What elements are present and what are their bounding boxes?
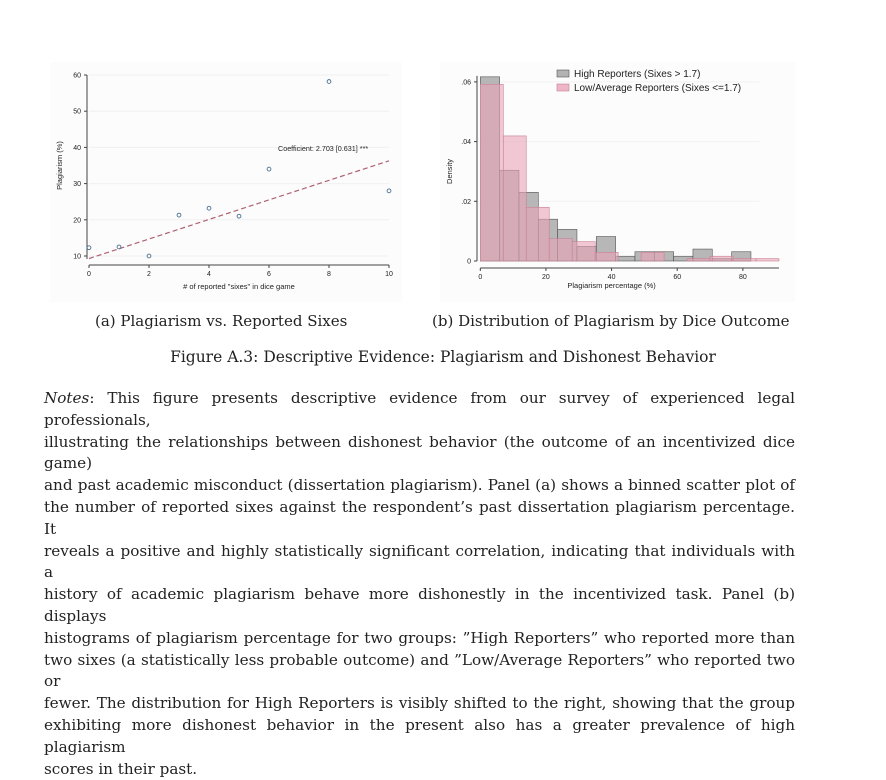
notes-line: exhibiting more dishonest behavior in th… <box>44 715 795 759</box>
notes-text: and past academic misconduct (dissertati… <box>44 476 795 495</box>
y-axis-label: Density <box>445 159 454 184</box>
notes-line: scores in their past. <box>44 759 795 780</box>
y-axis-label: Plagiarism (%) <box>55 141 64 190</box>
scatter-plot: 10 20 30 40 50 60 0 2 4 6 8 10 # of reported "sixes"… <box>55 73 393 292</box>
data-point <box>266 166 272 172</box>
notes-line: reveals a positive and highly statistica… <box>44 541 795 585</box>
bar-low-average <box>548 238 573 262</box>
y-tick-label: 30 <box>73 181 81 188</box>
x-tick-label: 60 <box>673 274 681 281</box>
notes-line: the number of reported sixes against the… <box>44 497 795 541</box>
figure-title: Figure A.3: Descriptive Evidence: Plagia… <box>170 348 716 366</box>
bar-high <box>615 255 636 262</box>
x-tick-label: 10 <box>385 271 393 278</box>
y-tick-label: 50 <box>73 109 81 116</box>
x-tick-label: 4 <box>207 271 211 278</box>
bar-low-average <box>686 258 711 262</box>
notes-line: and past academic misconduct (dissertati… <box>44 475 795 497</box>
x-tick-label: 8 <box>327 271 331 278</box>
notes-line: two sixes (a statistically less probable… <box>44 650 795 694</box>
x-tick-label: 80 <box>739 274 747 281</box>
y-tick-label: 40 <box>73 145 81 152</box>
caption-b: (b) Distribution of Plagiarism by Dice O… <box>432 312 790 330</box>
notes-line: fewer. The distribution for High Reporte… <box>44 693 795 715</box>
notes-line: illustrating the relationships between d… <box>44 432 795 476</box>
notes-text: two sixes (a statistically less probable… <box>44 650 795 691</box>
bar-low-average <box>571 241 596 262</box>
x-tick-label: 20 <box>542 274 550 281</box>
caption-a: (a) Plagiarism vs. Reported Sixes <box>95 312 348 330</box>
y-tick-label: 10 <box>73 254 81 261</box>
notes-text: exhibiting more dishonest behavior in th… <box>44 715 795 756</box>
notes-text: fewer. The distribution for High Reporte… <box>44 694 795 713</box>
histogram-panel: 0 .02 .04 .06 0 20 40 60 80 Plagiarism percentage… <box>440 62 795 302</box>
scatter-panel: 10 20 30 40 50 60 0 2 4 6 8 10 # of reported "sixes"… <box>50 62 402 302</box>
data-point <box>386 188 392 194</box>
notes-text: scores in their past. <box>44 759 198 778</box>
x-axis-label: Plagiarism percentage (%) <box>567 281 656 290</box>
bar-low-average <box>502 135 527 262</box>
x-tick-label: 40 <box>608 274 616 281</box>
notes-text: reveals a positive and highly statistica… <box>44 541 795 582</box>
data-point <box>326 79 332 84</box>
x-axis-label: # of reported "sixes" in dice game <box>183 282 295 291</box>
x-tick-label: 0 <box>87 271 91 278</box>
notes-paragraph: Notes: This figure presents descriptive … <box>44 388 795 780</box>
notes-label: Notes <box>44 389 90 407</box>
notes-text: history of academic plagiarism behave mo… <box>44 585 795 625</box>
notes-text: the number of reported sixes against the… <box>44 497 795 538</box>
data-point <box>176 212 182 218</box>
y-tick-label: 60 <box>73 73 81 80</box>
legend-label: Low/Average Reporters (Sixes <=1.7) <box>574 83 741 94</box>
notes-line: Notes: This figure presents descriptive … <box>44 388 795 432</box>
fit-line <box>88 160 390 260</box>
notes-text: histograms of plagiarism percentage for … <box>44 628 795 647</box>
notes-line: history of academic plagiarism behave mo… <box>44 584 795 628</box>
bar-low-average <box>479 83 504 262</box>
histogram-plot: 0 .02 .04 .06 0 20 40 60 80 Plagiarism percentage… <box>445 69 780 290</box>
y-tick-label: 0 <box>467 259 471 266</box>
coefficient-annotation: Coefficient: 2.703 [0.631] *** <box>278 144 368 153</box>
data-point <box>146 253 152 259</box>
data-point <box>206 205 212 211</box>
bar-low-average <box>525 206 550 262</box>
bar-low-average <box>732 258 757 262</box>
y-tick-label: 20 <box>73 217 81 224</box>
notes-text: illustrating the relationships between d… <box>44 432 795 473</box>
data-point <box>116 244 122 250</box>
x-tick-label: 6 <box>267 271 271 278</box>
legend-label: High Reporters (Sixes > 1.7) <box>574 69 700 80</box>
legend-swatch <box>556 83 570 92</box>
x-tick-label: 2 <box>147 271 151 278</box>
bar-low-average <box>594 252 619 262</box>
x-tick-label: 0 <box>478 274 482 281</box>
notes-line: histograms of plagiarism percentage for … <box>44 628 795 650</box>
notes-text: : This figure presents descriptive evide… <box>44 389 795 429</box>
bar-low-average <box>755 258 780 262</box>
legend-swatch <box>556 69 570 78</box>
data-point <box>86 245 92 251</box>
bar-low-average <box>709 255 734 262</box>
y-tick-label: .06 <box>461 79 471 86</box>
y-tick-label: .04 <box>461 139 471 146</box>
data-point <box>236 213 242 219</box>
y-tick-label: .02 <box>461 199 471 206</box>
bar-low-average <box>640 252 665 262</box>
